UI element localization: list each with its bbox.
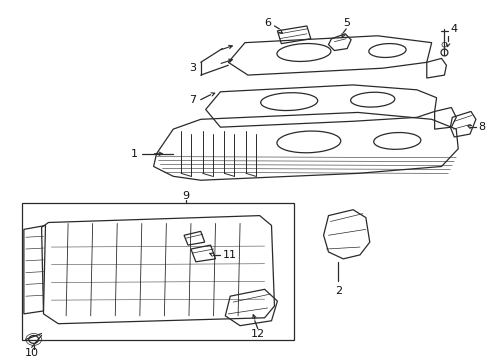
Text: 8: 8 [477,122,485,132]
Text: 11: 11 [222,250,236,260]
Text: 4: 4 [450,24,457,34]
Text: 9: 9 [182,191,189,201]
Text: 1: 1 [130,149,137,159]
Text: 10: 10 [25,348,39,358]
Text: 6: 6 [264,18,270,28]
Text: 2: 2 [334,286,341,296]
Text: 7: 7 [189,95,196,105]
Text: 3: 3 [189,63,196,73]
Text: 5: 5 [342,18,349,28]
Text: 12: 12 [250,329,264,338]
